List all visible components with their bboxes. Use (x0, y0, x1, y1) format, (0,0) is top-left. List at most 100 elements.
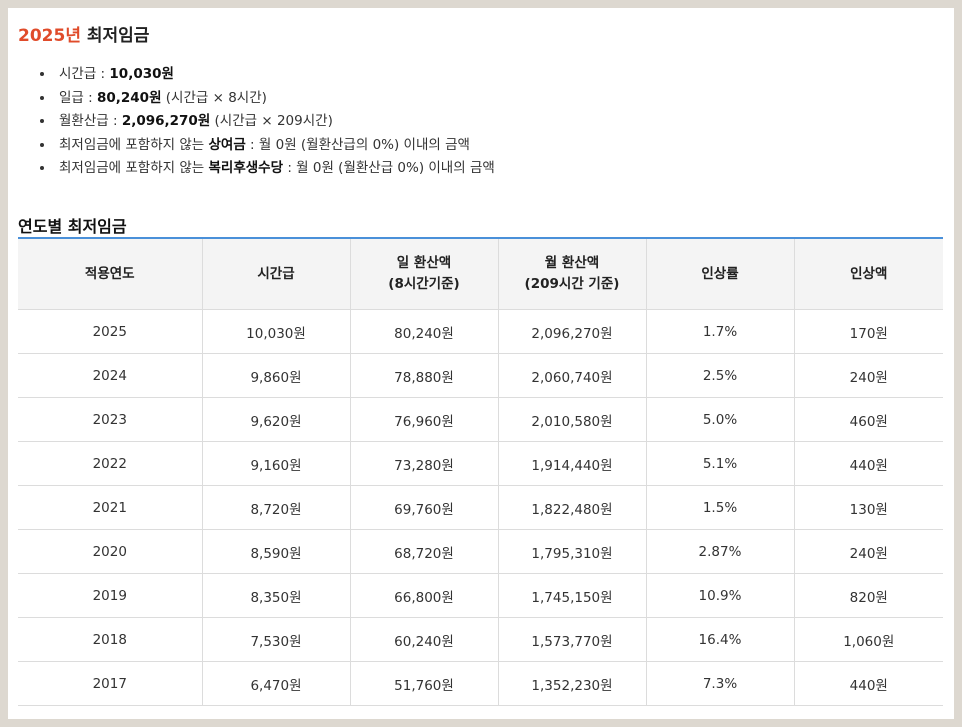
cell-monthly: 1,745,150원 (498, 573, 647, 618)
column-header-year: 적용연도 (18, 239, 203, 310)
cell-daily: 66,800원 (350, 573, 499, 618)
list-item: 월환산급 : 2,096,270원 (시간급 × 209시간) (55, 110, 495, 134)
column-header-increase-rate: 인상률 (646, 239, 795, 310)
column-header-daily: 일 환산액 (8시간기준) (350, 239, 499, 310)
fact-label: 일급 : (59, 89, 97, 106)
list-item: 최저임금에 포함하지 않는 복리후생수당 : 월 0원 (월환산급 0%) 이내… (55, 157, 495, 181)
cell-monthly: 1,352,230원 (498, 661, 647, 706)
column-header-hourly: 시간급 (202, 239, 351, 310)
cell-daily: 80,240원 (350, 309, 499, 354)
cell-amount: 240원 (794, 529, 943, 574)
cell-daily: 78,880원 (350, 353, 499, 398)
column-header-monthly: 월 환산액 (209시간 기준) (498, 239, 647, 310)
cell-monthly: 2,060,740원 (498, 353, 647, 398)
fact-note: (시간급 × 8시간) (161, 89, 267, 106)
content-panel: 2025년 최저임금 시간급 : 10,030원 일급 : 80,240원 (시… (8, 8, 954, 719)
fact-value: 80,240원 (96, 89, 162, 106)
cell-monthly: 1,795,310원 (498, 529, 647, 574)
cell-daily: 51,760원 (350, 661, 499, 706)
header-subline: (8시간기준) (388, 276, 460, 292)
table-row: 2019 8,350원 66,800원 1,745,150원 10.9% 820원 (18, 573, 943, 618)
fact-label: 최저임금에 포함하지 않는 (59, 160, 209, 176)
fact-value: 2,096,270원 (121, 113, 211, 129)
cell-hourly: 8,590원 (202, 529, 351, 574)
cell-monthly: 1,822,480원 (498, 485, 647, 530)
cell-year: 2018 (18, 617, 203, 662)
cell-rate: 16.4% (646, 617, 795, 662)
table-row: 2017 6,470원 51,760원 1,352,230원 7.3% 440원 (18, 661, 943, 706)
column-header-increase-amount: 인상액 (794, 239, 943, 310)
cell-monthly: 1,914,440원 (498, 441, 647, 486)
list-item: 일급 : 80,240원 (시간급 × 8시간) (55, 87, 495, 111)
table-row: 2025 10,030원 80,240원 2,096,270원 1.7% 170원 (18, 309, 943, 354)
title-year: 2025년 (18, 26, 81, 46)
fact-value: 복리후생수당 (208, 160, 284, 176)
fact-label: 최저임금에 포함하지 않는 (59, 136, 209, 153)
yearly-wage-table: 적용연도 시간급 일 환산액 (8시간기준) 월 환산액 (209시간 기준) 인상… (18, 239, 943, 706)
cell-year: 2022 (18, 441, 203, 486)
header-line: 일 환산액 (396, 255, 452, 271)
fact-value: 상여금 (208, 136, 246, 153)
header-line: 적용연도 (84, 265, 135, 282)
cell-amount: 170원 (794, 309, 943, 354)
cell-rate: 2.5% (646, 353, 795, 398)
table-row: 2018 7,530원 60,240원 1,573,770원 16.4% 1,060원 (18, 617, 943, 662)
table-row: 2022 9,160원 73,280원 1,914,440원 5.1% 440원 (18, 441, 943, 486)
cell-amount: 460원 (794, 397, 943, 442)
cell-daily: 69,760원 (350, 485, 499, 530)
cell-rate: 2.87% (646, 529, 795, 574)
cell-rate: 10.9% (646, 573, 795, 618)
table-row: 2020 8,590원 68,720원 1,795,310원 2.87% 240원 (18, 529, 943, 574)
cell-monthly: 2,010,580원 (498, 397, 647, 442)
cell-hourly: 9,860원 (202, 353, 351, 398)
cell-amount: 1,060원 (794, 617, 943, 662)
header-line: 월 환산액 (544, 255, 600, 271)
list-item: 최저임금에 포함하지 않는 상여금 : 월 0원 (월환산급의 0%) 이내의 … (55, 134, 495, 158)
cell-daily: 73,280원 (350, 441, 499, 486)
cell-year: 2020 (18, 529, 203, 574)
cell-amount: 240원 (794, 353, 943, 398)
cell-year: 2025 (18, 309, 203, 354)
cell-hourly: 10,030원 (202, 309, 351, 354)
cell-year: 2021 (18, 485, 203, 530)
cell-hourly: 8,350원 (202, 573, 351, 618)
table-row: 2021 8,720원 69,760원 1,822,480원 1.5% 130원 (18, 485, 943, 530)
cell-monthly: 2,096,270원 (498, 309, 647, 354)
fact-label: 시간급 : (59, 66, 110, 82)
title-text: 최저임금 (86, 26, 150, 46)
cell-year: 2023 (18, 397, 203, 442)
table-body: 2025 10,030원 80,240원 2,096,270원 1.7% 170원 202… (18, 309, 943, 706)
cell-rate: 7.3% (646, 661, 795, 706)
fact-value: 10,030원 (109, 66, 174, 82)
cell-hourly: 7,530원 (202, 617, 351, 662)
cell-amount: 440원 (794, 661, 943, 706)
cell-amount: 820원 (794, 573, 943, 618)
cell-amount: 440원 (794, 441, 943, 486)
cell-rate: 1.5% (646, 485, 795, 530)
cell-hourly: 9,160원 (202, 441, 351, 486)
table-row: 2024 9,860원 78,880원 2,060,740원 2.5% 240원 (18, 353, 943, 398)
header-line: 인상률 (701, 265, 739, 282)
list-item: 시간급 : 10,030원 (55, 63, 495, 87)
cell-year: 2017 (18, 661, 203, 706)
cell-daily: 68,720원 (350, 529, 499, 574)
cell-year: 2024 (18, 353, 203, 398)
cell-hourly: 8,720원 (202, 485, 351, 530)
header-subline: (209시간 기준) (524, 276, 620, 292)
wage-summary-list: 시간급 : 10,030원 일급 : 80,240원 (시간급 × 8시간) 월… (18, 63, 495, 181)
table-header-row: 적용연도 시간급 일 환산액 (8시간기준) 월 환산액 (209시간 기준) 인상… (18, 239, 943, 310)
cell-daily: 60,240원 (350, 617, 499, 662)
cell-daily: 76,960원 (350, 397, 499, 442)
header-line: 시간급 (257, 265, 295, 282)
cell-hourly: 9,620원 (202, 397, 351, 442)
cell-rate: 1.7% (646, 309, 795, 354)
fact-label: 월환산급 : (59, 113, 122, 129)
wage-table-container: 적용연도 시간급 일 환산액 (8시간기준) 월 환산액 (209시간 기준) 인상… (18, 237, 943, 706)
section-title: 연도별 최저임금 (18, 217, 127, 236)
cell-rate: 5.0% (646, 397, 795, 442)
fact-note: : 월 0원 (월환산급 0%) 이내의 금액 (283, 160, 495, 176)
cell-amount: 130원 (794, 485, 943, 530)
fact-note: : 월 0원 (월환산급의 0%) 이내의 금액 (245, 136, 470, 153)
cell-year: 2019 (18, 573, 203, 618)
table-row: 2023 9,620원 76,960원 2,010,580원 5.0% 460원 (18, 397, 943, 442)
